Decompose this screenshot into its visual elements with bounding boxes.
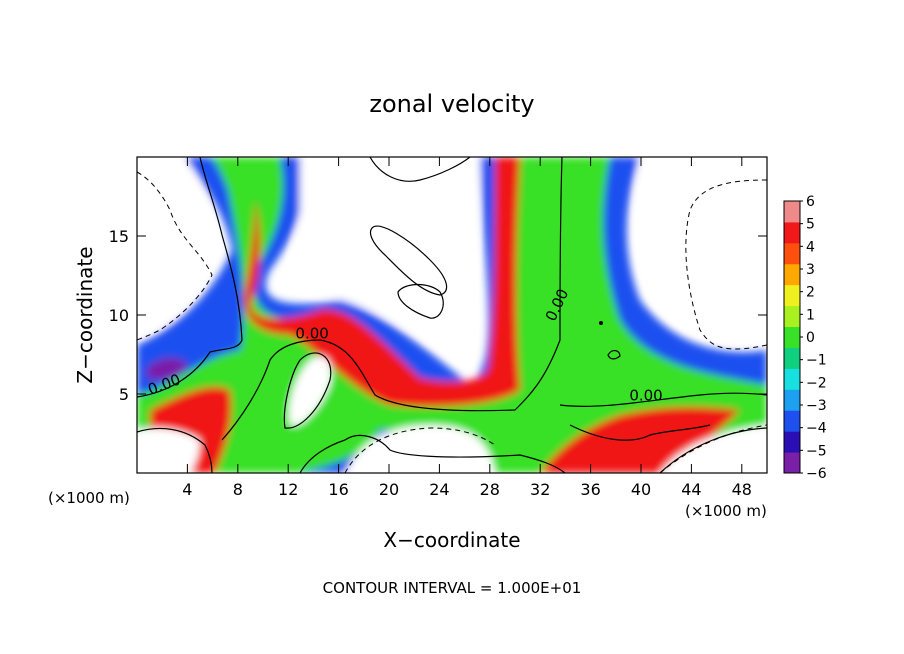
colorbar-label: 1 xyxy=(806,307,815,323)
contour-dashed-lower-mid xyxy=(344,427,496,473)
chart-title: zonal velocity xyxy=(369,90,534,118)
x-tick-label: 16 xyxy=(328,480,348,499)
contour-point-marker xyxy=(599,321,603,325)
colorbar-label: −4 xyxy=(806,421,827,437)
colorbar-swatch xyxy=(784,263,800,286)
field-blob-lower-left-white xyxy=(137,428,200,473)
x-unit-label-left: (×1000 m) xyxy=(48,489,130,507)
colorbar-swatch xyxy=(784,452,800,474)
contour-upper-right xyxy=(369,157,471,182)
contour-lines xyxy=(137,157,767,473)
contour-label: 0.00 xyxy=(295,325,328,343)
contour-lower-right-edge xyxy=(659,427,767,473)
colorbar-swatch xyxy=(784,284,800,307)
colorbar-swatch xyxy=(784,368,800,390)
colorbar-label: −6 xyxy=(806,466,827,482)
y-axis-title: Z−coordinate xyxy=(73,246,97,383)
field-blob-left-violet xyxy=(147,357,188,380)
contour-dashed-left xyxy=(137,171,213,341)
contour-zero-middle xyxy=(221,157,563,441)
colorbar-swatch xyxy=(784,305,800,328)
field-blob-bubble-white xyxy=(288,356,332,426)
x-axis-title: X−coordinate xyxy=(383,528,520,552)
x-tick-label: 20 xyxy=(379,480,399,499)
y-tick-label: 10 xyxy=(109,306,129,325)
colorbar-label: 2 xyxy=(806,285,815,301)
x-tick-label: 32 xyxy=(530,480,550,499)
y-tick-label: 5 xyxy=(119,385,129,404)
colorbar-swatch xyxy=(784,221,800,244)
colorbar-label: 5 xyxy=(806,217,815,233)
colorbar-swatch xyxy=(784,242,800,265)
x-axis: 4 8 12 16 20 24 28 32 36 40 44 48 xyxy=(182,157,752,499)
contour-dashed-lower-right xyxy=(659,424,767,473)
contour-label: 0.00 xyxy=(629,386,662,404)
field-blob-upper-left-white xyxy=(137,157,209,335)
contour-oval-lower xyxy=(397,283,444,319)
colorbar-frame xyxy=(783,200,801,474)
field-blob-upper-middle-white xyxy=(294,157,480,360)
field-blob-upper-right-white xyxy=(637,157,767,341)
field-blob-lower-middle-white xyxy=(345,425,495,473)
x-tick-label: 4 xyxy=(182,480,192,499)
field-blob-lower-right-white xyxy=(660,425,767,473)
y-axis: 5 10 15 xyxy=(109,227,767,404)
colorbar-label: 3 xyxy=(806,262,815,278)
x-tick-label: 28 xyxy=(480,480,500,499)
colorbar-label: 6 xyxy=(806,194,815,210)
x-tick-label: 36 xyxy=(580,480,600,499)
colorbar-swatch xyxy=(784,389,800,411)
contour-zero-lower-right xyxy=(569,424,711,441)
x-tick-label: 12 xyxy=(278,480,298,499)
colorbar: 6 5 4 3 2 1 0 −1 −2 −3 −4 −5 −6 xyxy=(784,194,827,482)
heatmap-field xyxy=(137,157,767,473)
colorbar-swatch xyxy=(784,410,800,432)
contour-lower-left xyxy=(137,427,213,473)
contour-oval-upper xyxy=(369,225,448,296)
field-blob-red-band xyxy=(244,157,520,407)
x-tick-label: 40 xyxy=(631,480,651,499)
x-tick-label: 24 xyxy=(429,480,449,499)
colorbar-swatch xyxy=(784,201,800,223)
colorbar-swatch xyxy=(784,347,800,369)
contour-zero-lower-middle xyxy=(299,435,566,473)
colorbar-swatch xyxy=(784,431,800,453)
x-tick-label: 8 xyxy=(233,480,243,499)
contour-zero-bubble xyxy=(283,352,332,429)
x-tick-label: 44 xyxy=(681,480,701,499)
colorbar-label: 0 xyxy=(806,330,815,346)
colorbar-label: −5 xyxy=(806,443,827,459)
x-tick-label: 48 xyxy=(732,480,752,499)
colorbar-label: −2 xyxy=(806,375,827,391)
contour-zero-left xyxy=(137,157,243,398)
colorbar-label: −3 xyxy=(806,398,827,414)
colorbar-label: 4 xyxy=(806,239,815,255)
contour-zero-right xyxy=(559,392,767,407)
colorbar-label: −1 xyxy=(806,353,827,369)
contour-small-loop xyxy=(607,350,621,360)
contour-interval-note: CONTOUR INTERVAL = 1.000E+01 xyxy=(323,579,582,597)
x-unit-label-right: (×1000 m) xyxy=(685,502,767,520)
colorbar-swatch xyxy=(784,326,800,348)
y-tick-label: 15 xyxy=(109,227,129,246)
contour-dashed xyxy=(137,171,767,473)
contour-dashed-right xyxy=(685,179,767,350)
field-blob-right-lower-red xyxy=(540,406,740,473)
